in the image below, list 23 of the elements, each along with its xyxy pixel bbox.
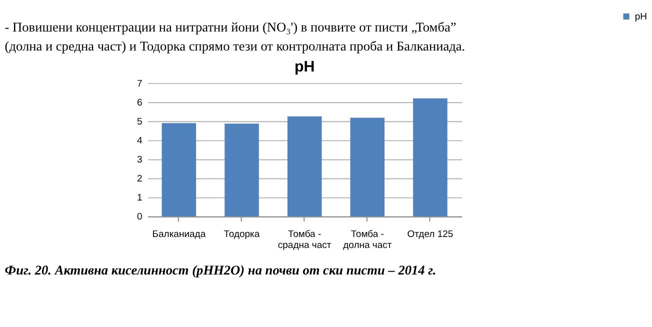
x-tick-label: Тодорка bbox=[224, 228, 260, 240]
legend-label: pH bbox=[634, 11, 648, 22]
x-tick-label: Томба - долна част bbox=[343, 228, 392, 252]
y-tick-label: 5 bbox=[137, 116, 142, 128]
bar bbox=[162, 123, 196, 216]
bar bbox=[224, 124, 259, 216]
x-tick-label: Отдел 125 bbox=[407, 228, 454, 240]
y-tick-label: 3 bbox=[137, 154, 142, 166]
y-tick-label: 7 bbox=[137, 78, 142, 90]
y-tick-label: 4 bbox=[137, 136, 142, 147]
y-tick-label: 1 bbox=[137, 192, 142, 204]
chart-title: pH bbox=[294, 58, 315, 76]
text: (долна и средна част) и Тодорка спрямо тези от контролната проба и Балканиада. bbox=[4, 38, 466, 54]
y-tick-label: 6 bbox=[137, 97, 142, 108]
bar bbox=[350, 118, 385, 216]
x-tick-label: Балканиада bbox=[152, 228, 206, 240]
text: - Повишени концентрации на нитратни йони (NO₃') в почвите от писти „Томба” bbox=[4, 20, 456, 35]
bar bbox=[287, 116, 322, 216]
y-tick-label: 2 bbox=[137, 174, 142, 185]
y-tick-label: 0 bbox=[137, 212, 142, 223]
x-tick-label: Томба - срадна част bbox=[278, 228, 332, 252]
bar bbox=[413, 98, 448, 216]
text: Фиг. 20. Активна киселинност (pHH2O) на почви от ски писти – 2014 г. bbox=[4, 262, 436, 278]
